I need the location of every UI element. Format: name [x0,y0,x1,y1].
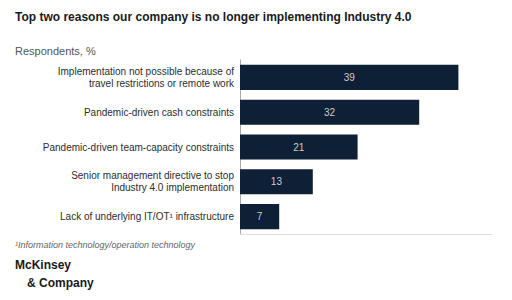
svg-text:7: 7 [257,211,263,222]
svg-text:Senior management directive to: Senior management directive to stop [71,170,234,181]
svg-text:¹Information technology/operat: ¹Information technology/operation techno… [15,240,196,250]
svg-text:& Company: & Company [27,276,94,290]
svg-text:Industry 4.0 implementation: Industry 4.0 implementation [111,182,234,193]
svg-text:Pandemic-driven cash constrain: Pandemic-driven cash constraints [84,107,234,118]
svg-text:13: 13 [271,176,283,187]
svg-text:32: 32 [324,107,336,118]
svg-text:McKinsey: McKinsey [15,258,71,272]
svg-text:Top two reasons our company is: Top two reasons our company is no longer… [15,10,412,24]
svg-text:39: 39 [344,72,356,83]
svg-text:Respondents, %: Respondents, % [15,45,96,57]
svg-text:Implementation not possible be: Implementation not possible because of [58,66,234,77]
svg-text:Pandemic-driven team-capacity: Pandemic-driven team-capacity constraint… [43,142,234,153]
svg-text:travel restrictions or remote: travel restrictions or remote work [89,78,235,89]
svg-text:21: 21 [293,142,305,153]
svg-text:Lack of underlying IT/OT¹ infr: Lack of underlying IT/OT¹ infrastructure [60,211,234,222]
